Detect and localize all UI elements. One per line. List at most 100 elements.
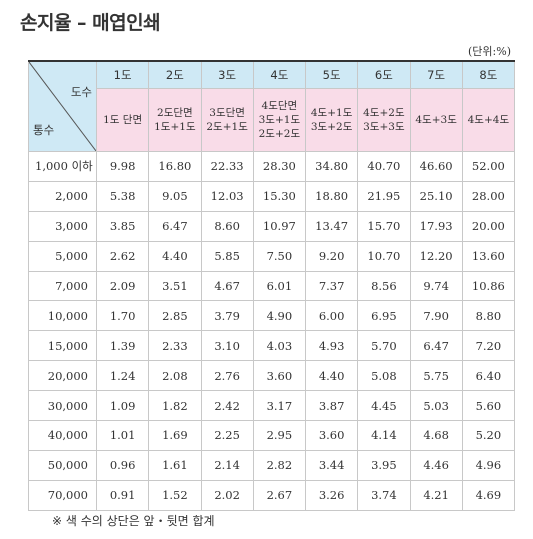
table-cell-rate: 2.82 — [252, 449, 307, 481]
table-cell-rate: 6.00 — [304, 300, 359, 332]
subheader-line: 4도+2도 — [363, 107, 405, 119]
row-label-quantity: 2,000 — [28, 180, 97, 212]
table-row: 10,000 1.70 2.85 3.79 4.90 6.00 6.95 7.90 8.80 — [28, 300, 516, 332]
unit-label: (단위:%) — [468, 45, 511, 58]
subheader-line: 2도+2도 — [258, 128, 301, 140]
table-cell-rate: 3.79 — [200, 300, 254, 332]
table-cell-rate: 5.38 — [95, 180, 150, 212]
row-label-quantity: 5,000 — [28, 240, 97, 272]
row-label-quantity: 70,000 — [28, 479, 97, 511]
table-row: 40,000 1.01 1.69 2.25 2.95 3.60 4.14 4.68 5.20 — [28, 420, 516, 451]
row-label-quantity: 3,000 — [28, 210, 97, 242]
table-row: 15,000 1.39 2.33 3.10 4.03 4.93 5.70 6.47 7.20 — [28, 330, 516, 362]
row-label-quantity: 20,000 — [28, 360, 97, 392]
table-cell-rate: 6.40 — [461, 360, 516, 392]
col-header-color: 3도 — [200, 60, 254, 89]
table-cell-rate: 1.82 — [148, 390, 202, 422]
row-label-quantity: 10,000 — [28, 300, 97, 332]
table-body: 1,000 이하 9.98 16.80 22.33 28.30 34.80 40.70 46.… — [28, 151, 516, 511]
table-cell-rate: 4.67 — [200, 270, 254, 302]
table-cell-rate: 4.40 — [148, 240, 202, 272]
table-cell-rate: 4.69 — [461, 479, 516, 511]
table-cell-rate: 2.14 — [200, 449, 254, 481]
table-cell-rate: 15.30 — [252, 180, 307, 212]
table-cell-rate: 5.70 — [357, 330, 411, 362]
col-header-color: 6도 — [357, 60, 411, 89]
col-subheader: 4도+1도 3도+2도 — [304, 88, 359, 152]
table-cell-rate: 3.60 — [304, 420, 359, 451]
table-cell-rate: 21.95 — [357, 180, 411, 212]
row-label-quantity: 1,000 이하 — [28, 151, 97, 182]
corner-cell: 도수 통수 — [28, 60, 97, 152]
table-cell-rate: 7.20 — [461, 330, 516, 362]
table-row: 5,000 2.62 4.40 5.85 7.50 9.20 10.70 12.20 13.60 — [28, 240, 516, 272]
table-cell-rate: 18.80 — [304, 180, 359, 212]
table-cell-rate: 1.61 — [148, 449, 202, 481]
table-cell-rate: 52.00 — [461, 151, 516, 182]
table-cell-rate: 2.95 — [252, 420, 307, 451]
subheader-line: 1도 단면 — [103, 114, 143, 126]
subheader-line: 4도단면 — [261, 100, 298, 112]
col-subheader: 4도+4도 — [461, 88, 516, 152]
table-cell-rate: 2.09 — [95, 270, 150, 302]
row-label-quantity: 40,000 — [28, 420, 97, 451]
table-cell-rate: 6.47 — [409, 330, 463, 362]
table-cell-rate: 4.40 — [304, 360, 359, 392]
footnote: ※ 색 수의 상단은 앞・뒷면 합계 — [52, 514, 215, 528]
header-row-colors: 도수 통수 1도 2도 3도 4도 5도 6도 7도 8도 — [28, 60, 516, 152]
table-cell-rate: 3.51 — [148, 270, 202, 302]
table-cell-rate: 1.69 — [148, 420, 202, 451]
table-row: 50,000 0.96 1.61 2.14 2.82 3.44 3.95 4.46 4.96 — [28, 449, 516, 481]
table-cell-rate: 5.85 — [200, 240, 254, 272]
table-row: 70,000 0.91 1.52 2.02 2.67 3.26 3.74 4.21 4.69 — [28, 479, 516, 511]
table-cell-rate: 4.46 — [409, 449, 463, 481]
table-cell-rate: 1.39 — [95, 330, 150, 362]
corner-label-sheets: 통수 — [33, 123, 55, 137]
table-cell-rate: 10.86 — [461, 270, 516, 302]
subheader-line: 3도+3도 — [363, 121, 405, 133]
table-cell-rate: 9.05 — [148, 180, 202, 212]
table-cell-rate: 9.20 — [304, 240, 359, 272]
table-cell-rate: 2.02 — [200, 479, 254, 511]
table-cell-rate: 3.10 — [200, 330, 254, 362]
subheader-line: 3도+1도 — [258, 114, 301, 126]
table-cell-rate: 3.26 — [304, 479, 359, 511]
table-cell-rate: 6.95 — [357, 300, 411, 332]
table-cell-rate: 17.93 — [409, 210, 463, 242]
table-row: 2,000 5.38 9.05 12.03 15.30 18.80 21.95 25.10 28… — [28, 180, 516, 212]
diagonal-divider-icon — [29, 62, 96, 151]
col-subheader: 4도+2도 3도+3도 — [357, 88, 411, 152]
table-cell-rate: 4.45 — [357, 390, 411, 422]
subheader-line: 3도+2도 — [310, 121, 353, 133]
table-cell-rate: 5.03 — [409, 390, 463, 422]
table-cell-rate: 5.20 — [461, 420, 516, 451]
row-label-quantity: 30,000 — [28, 390, 97, 422]
row-label-quantity: 50,000 — [28, 449, 97, 481]
corner-label-colors: 도수 — [70, 85, 92, 99]
table-row: 7,000 2.09 3.51 4.67 6.01 7.37 8.56 9.74 10.86 — [28, 270, 516, 302]
table-cell-rate: 7.50 — [252, 240, 307, 272]
table-cell-rate: 0.96 — [95, 449, 150, 481]
table-cell-rate: 3.95 — [357, 449, 411, 481]
col-header-color: 1도 — [95, 60, 150, 89]
table-cell-rate: 10.70 — [357, 240, 411, 272]
table-cell-rate: 2.67 — [252, 479, 307, 511]
table-cell-rate: 6.47 — [148, 210, 202, 242]
table-row: 20,000 1.24 2.08 2.76 3.60 4.40 5.08 5.75 6.40 — [28, 360, 516, 392]
subheader-line: 1도+1도 — [154, 121, 196, 133]
row-label-quantity: 15,000 — [28, 330, 97, 362]
table-cell-rate: 1.01 — [95, 420, 150, 451]
table-row: 30,000 1.09 1.82 2.42 3.17 3.87 4.45 5.03 5.60 — [28, 390, 516, 422]
table-cell-rate: 2.08 — [148, 360, 202, 392]
col-header-color: 5도 — [304, 60, 359, 89]
col-header-color: 2도 — [148, 60, 202, 89]
table-cell-rate: 15.70 — [357, 210, 411, 242]
col-subheader: 3도단면 2도+1도 — [200, 88, 254, 152]
table-cell-rate: 20.00 — [461, 210, 516, 242]
table-cell-rate: 4.96 — [461, 449, 516, 481]
table-cell-rate: 3.74 — [357, 479, 411, 511]
table-cell-rate: 1.09 — [95, 390, 150, 422]
table-cell-rate: 28.30 — [252, 151, 307, 182]
table-cell-rate: 5.08 — [357, 360, 411, 392]
table-cell-rate: 28.00 — [461, 180, 516, 212]
